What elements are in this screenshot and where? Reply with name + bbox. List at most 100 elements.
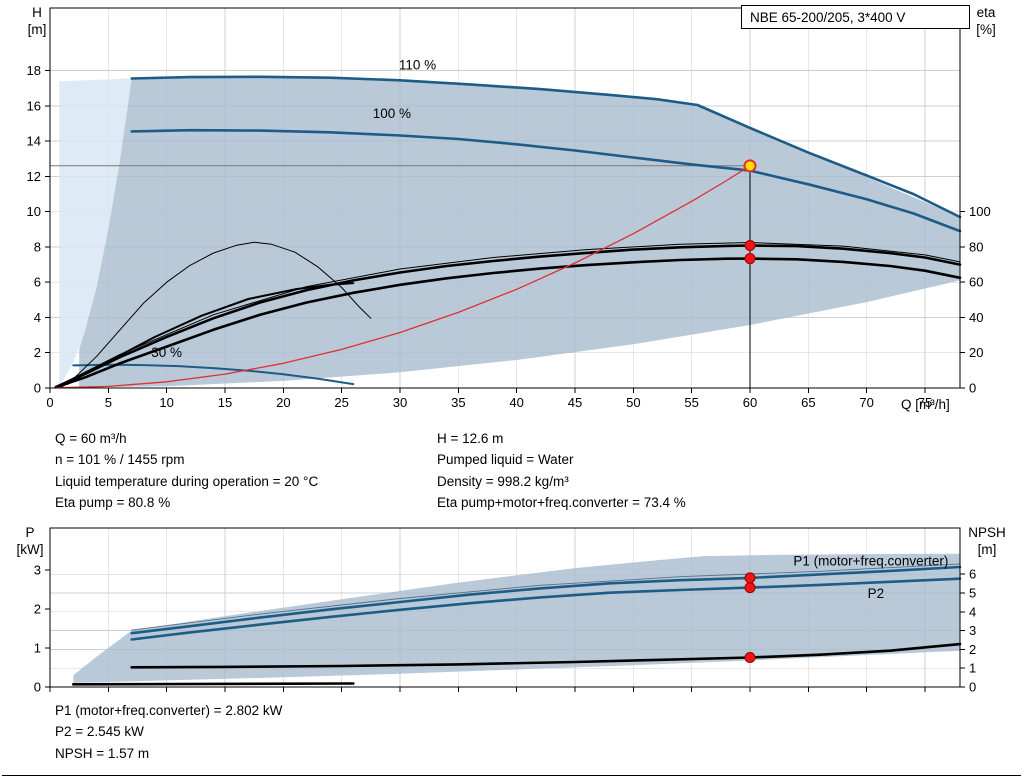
plot-frame [49, 7, 961, 389]
result-line-liquid-temp: Liquid temperature during operation = 20… [55, 473, 319, 489]
curve-label: 30 % [151, 345, 182, 360]
duty-results-right: H = 12.6 m Pumped liquid = Water Density… [437, 428, 686, 514]
result-line-p2: P2 = 2.545 kW [55, 724, 144, 740]
result-line-density: Density = 998.2 kg/m³ [437, 473, 569, 489]
eta-total-point [744, 253, 756, 265]
result-line-p1: P1 (motor+freq.converter) = 2.802 kW [55, 703, 283, 718]
tick-label-left: 0 [34, 680, 41, 695]
page-bottom-rule [2, 775, 1021, 776]
curve-label: P1 (motor+freq.converter) [793, 553, 948, 568]
tick-label-left: 16 [27, 98, 41, 113]
curve-eta-upper-thin [55, 242, 961, 388]
curve-eta-pump-motor-freq [54, 257, 962, 389]
tick-label-right: 4 [969, 604, 976, 619]
tick-label-left: 8 [34, 239, 41, 254]
tick-label-left: 3 [34, 563, 41, 578]
operating-envelope-main-area [79, 76, 960, 388]
result-line-q: Q = 60 m³/h [55, 431, 127, 446]
curve-label: P2 [868, 586, 885, 601]
tick-label-bottom: 70 [859, 395, 873, 410]
curve-eta-pump [54, 244, 962, 389]
power-results: P1 (motor+freq.converter) = 2.802 kW P2 … [55, 700, 282, 764]
power-envelope-area [73, 553, 961, 683]
npsh-axis-label-unit: [m] [977, 542, 997, 557]
tick-label-left: 1 [34, 641, 41, 656]
tick-label-bottom: 30 [393, 395, 407, 410]
tick-label-right: 6 [969, 567, 976, 582]
tick-label-left: 0 [34, 381, 41, 396]
tick-label-left: 14 [27, 134, 41, 149]
curve-eta-mid [60, 282, 355, 388]
p-axis-label-unit: [kW] [16, 542, 44, 557]
tick-label-right: 5 [969, 586, 976, 601]
eta-pump-point [744, 240, 756, 252]
npsh-axis-label: NPSH [m] [958, 524, 1016, 558]
npsh-point [744, 651, 756, 663]
duty-results-left: Q = 60 m³/h n = 101 % / 1455 rpm Liquid … [55, 428, 318, 514]
tick-label-bottom: 60 [743, 395, 757, 410]
eta-axis-label-symbol: eta [976, 5, 996, 20]
curve-speed-100pct [130, 128, 962, 233]
result-line-eta-total: Eta pump+motor+freq.converter = 73.4 % [437, 495, 686, 511]
curve-p-upper-thin [131, 563, 961, 631]
tick-label-bottom: 35 [451, 395, 465, 410]
p1-point [744, 572, 756, 584]
tick-label-left: 2 [34, 602, 41, 617]
curve-speed-30pct [72, 363, 355, 386]
tick-label-right: 80 [969, 239, 983, 254]
tick-label-right: 0 [969, 381, 976, 396]
tick-label-left: 2 [34, 345, 41, 360]
curve-eta-bell-thin [67, 241, 372, 385]
npsh-axis-label-symbol: NPSH [968, 525, 1006, 540]
curve-speed-110pct [130, 75, 962, 219]
result-line-n: n = 101 % / 1455 rpm [55, 452, 185, 468]
h-axis-label: H [m] [18, 4, 56, 38]
result-line-h: H = 12.6 m [437, 431, 504, 446]
tick-label-bottom: 50 [626, 395, 640, 410]
result-line-pumped-liquid: Pumped liquid = Water [437, 452, 574, 468]
tick-label-bottom: 15 [218, 395, 232, 410]
tick-label-right: 40 [969, 310, 983, 325]
tick-label-left: 18 [27, 63, 41, 78]
tick-label-right: 3 [969, 623, 976, 638]
tick-label-right: 0 [969, 680, 976, 695]
eta-axis-label-unit: [%] [976, 22, 996, 37]
tick-label-bottom: 10 [159, 395, 173, 410]
q-axis-label: Q [m³/h] [901, 397, 950, 412]
curve-control-curve [55, 165, 751, 389]
curve-label: 110 % [399, 58, 436, 73]
curve-npsh-curve [130, 642, 962, 669]
tick-label-right: 1 [969, 661, 976, 676]
operating-envelope-light-area [59, 78, 132, 385]
tick-label-bottom: 20 [276, 395, 290, 410]
p2-point [744, 582, 756, 594]
tick-label-left: 12 [27, 169, 41, 184]
tick-label-bottom: 55 [684, 395, 698, 410]
pump-model-titlebox: NBE 65-200/205, 3*400 V [741, 5, 970, 29]
curve-p1-curve [130, 565, 962, 635]
tick-label-bottom: 65 [801, 395, 815, 410]
tick-label-bottom: 25 [334, 395, 348, 410]
tick-label-bottom: 75 [918, 395, 932, 410]
eta-axis-label: eta [%] [964, 4, 1008, 38]
tick-label-right: 20 [969, 345, 983, 360]
duty-point [743, 159, 757, 173]
curve-p2-curve [130, 577, 962, 641]
tick-label-left: 4 [34, 310, 41, 325]
h-axis-label-symbol: H [32, 5, 42, 20]
h-axis-label-unit: [m] [27, 22, 47, 37]
plot-frame [49, 527, 961, 688]
tick-label-right: 2 [969, 642, 976, 657]
p-axis-label-symbol: P [25, 525, 35, 540]
curve-label: 100 % [373, 106, 411, 121]
tick-label-bottom: 45 [568, 395, 582, 410]
tick-label-bottom: 0 [46, 395, 53, 410]
result-line-npsh: NPSH = 1.57 m [55, 745, 150, 761]
tick-label-bottom: 5 [105, 395, 112, 410]
tick-label-left: 10 [27, 204, 41, 219]
pump-model-title: NBE 65-200/205, 3*400 V [750, 9, 906, 25]
tick-label-bottom: 40 [509, 395, 523, 410]
tick-label-right: 60 [969, 275, 983, 290]
p-axis-label: P [kW] [8, 524, 52, 558]
